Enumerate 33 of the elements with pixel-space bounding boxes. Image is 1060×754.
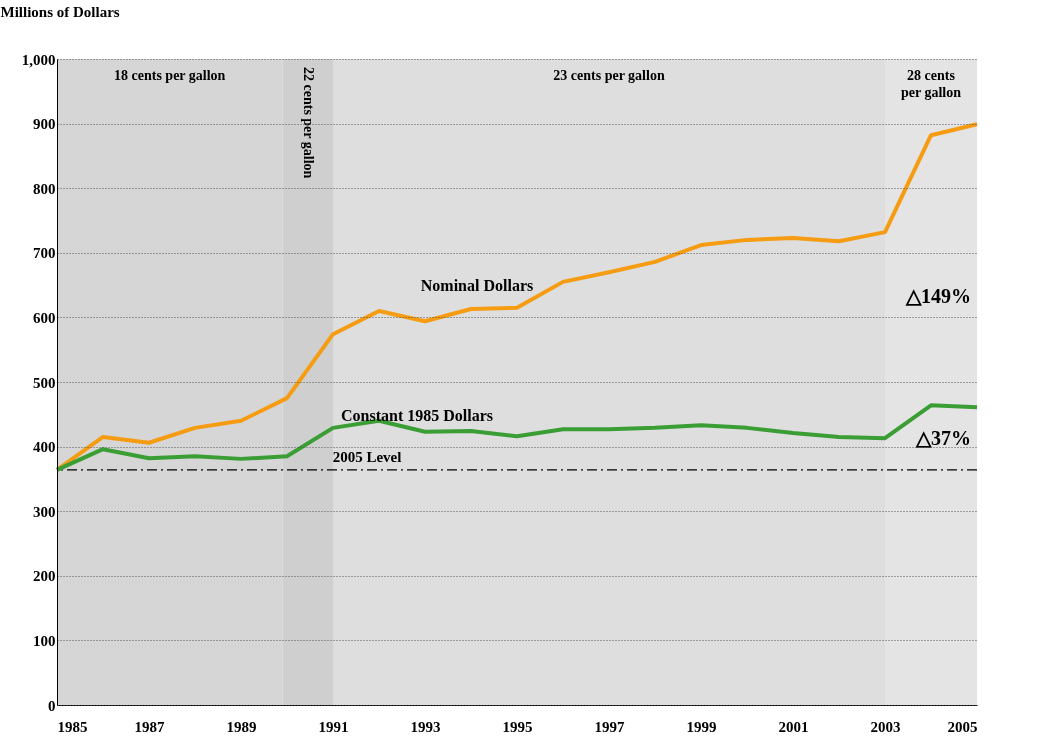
y-tick-label: 800 xyxy=(33,180,56,197)
x-tick-label: 1991 xyxy=(318,718,349,735)
series-label: Constant 1985 Dollars xyxy=(340,407,494,425)
y-tick-label: 700 xyxy=(33,245,56,262)
band-label: 18 cents per gallon xyxy=(114,68,226,83)
x-tick-label: 1995 xyxy=(502,718,533,735)
y-tick-label: 900 xyxy=(33,116,56,133)
band-label: 23 cents per gallon xyxy=(553,68,665,83)
x-tick-label: 1987 xyxy=(134,718,165,735)
x-tick-label: 1985 xyxy=(57,718,88,735)
y-tick-label: 400 xyxy=(33,439,56,456)
annotation: △149% xyxy=(905,284,971,307)
x-tick-label: 2001 xyxy=(778,718,809,735)
x-tick-label: 1989 xyxy=(226,718,257,735)
y-tick-label: 500 xyxy=(33,374,56,391)
y-tick-label: 1,000 xyxy=(21,51,56,68)
x-tick-label: 2003 xyxy=(870,718,901,735)
annotation: △37% xyxy=(915,426,971,449)
line-series xyxy=(55,403,979,472)
y-tick-label: 300 xyxy=(33,503,56,520)
y-axis-title: Millions of Dollars xyxy=(0,3,120,20)
band-label: 22 cents per gallon xyxy=(300,67,316,179)
x-tick-label: 2005 xyxy=(947,718,978,735)
series-label: Nominal Dollars xyxy=(420,276,534,294)
y-tick-label: 600 xyxy=(33,309,56,326)
band-label: 28 cents per gallon xyxy=(900,68,962,100)
x-tick-label: 1999 xyxy=(686,718,717,735)
y-tick-label: 0 xyxy=(48,697,56,714)
ref-line-label: 2005 Level xyxy=(332,448,402,465)
x-tick-label: 1997 xyxy=(594,718,625,735)
y-tick-label: 200 xyxy=(33,568,56,585)
y-tick-label: 100 xyxy=(33,632,56,649)
x-tick-label: 1993 xyxy=(410,718,441,735)
